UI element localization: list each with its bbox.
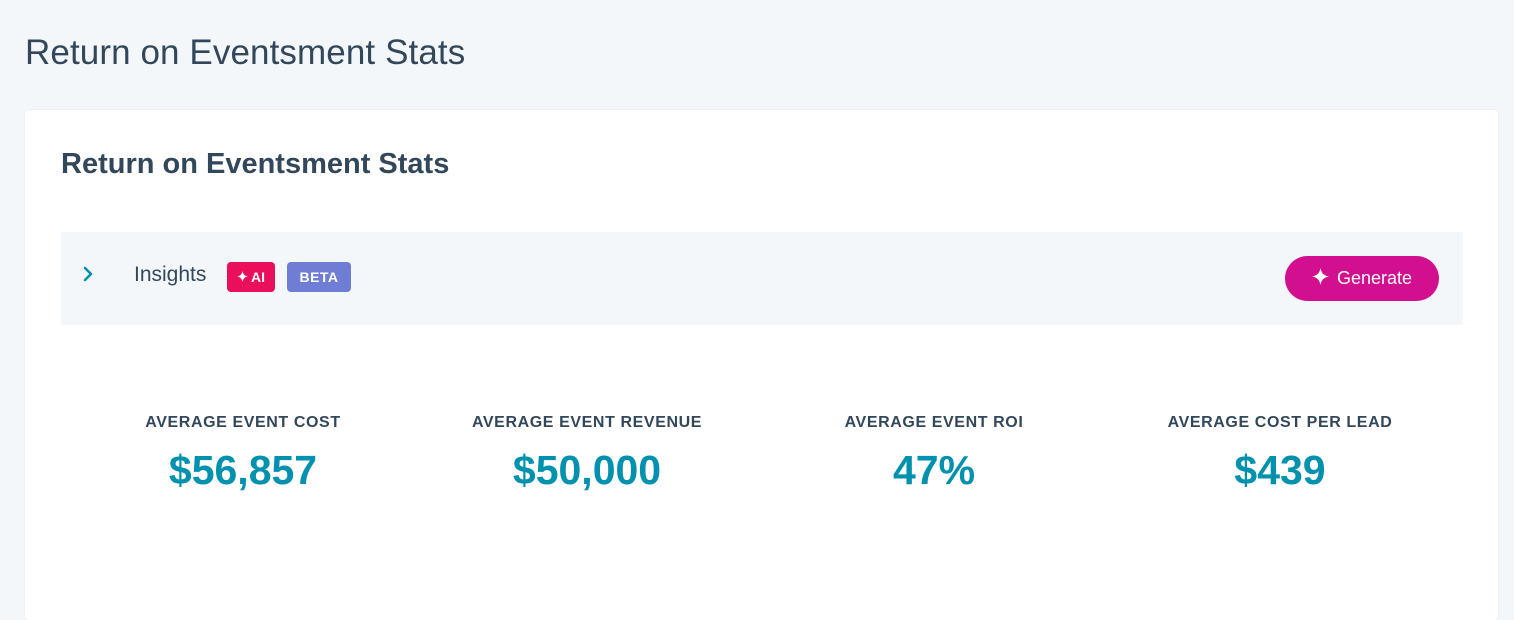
sparkle-icon — [237, 269, 248, 285]
sparkle-icon — [1311, 267, 1329, 290]
ai-badge: AI — [227, 262, 275, 292]
stat-value: $439 — [1234, 447, 1326, 493]
stat-value: 47% — [892, 447, 976, 493]
stat-average-event-roi: AVERAGE EVENT ROI 47% — [769, 412, 1099, 494]
stat-label: AVERAGE EVENT COST — [145, 414, 341, 431]
stat-label: AVERAGE COST PER LEAD — [1167, 414, 1393, 431]
stat-label: AVERAGE EVENT ROI — [844, 414, 1024, 431]
generate-button[interactable]: Generate — [1285, 256, 1439, 301]
stat-average-cost-per-lead: AVERAGE COST PER LEAD $439 — [1115, 412, 1445, 494]
stat-value: $56,857 — [168, 447, 318, 493]
ai-badge-label: AI — [251, 269, 265, 285]
stats-card: Return on Eventsment Stats Insights AI B… — [25, 110, 1498, 620]
stat-label: AVERAGE EVENT REVENUE — [471, 414, 703, 431]
insights-panel[interactable]: Insights AI BETA Generate — [61, 232, 1463, 325]
generate-button-label: Generate — [1336, 268, 1413, 288]
page-title: Return on Eventsment Stats — [25, 33, 466, 72]
insights-label: Insights — [134, 263, 207, 286]
stat-average-event-revenue: AVERAGE EVENT REVENUE $50,000 — [422, 412, 752, 494]
stat-value: $50,000 — [512, 447, 662, 493]
chevron-right-icon[interactable] — [81, 262, 97, 286]
card-title: Return on Eventsment Stats — [61, 148, 450, 180]
stat-average-event-cost: AVERAGE EVENT COST $56,857 — [78, 412, 408, 494]
beta-badge: BETA — [287, 262, 351, 292]
